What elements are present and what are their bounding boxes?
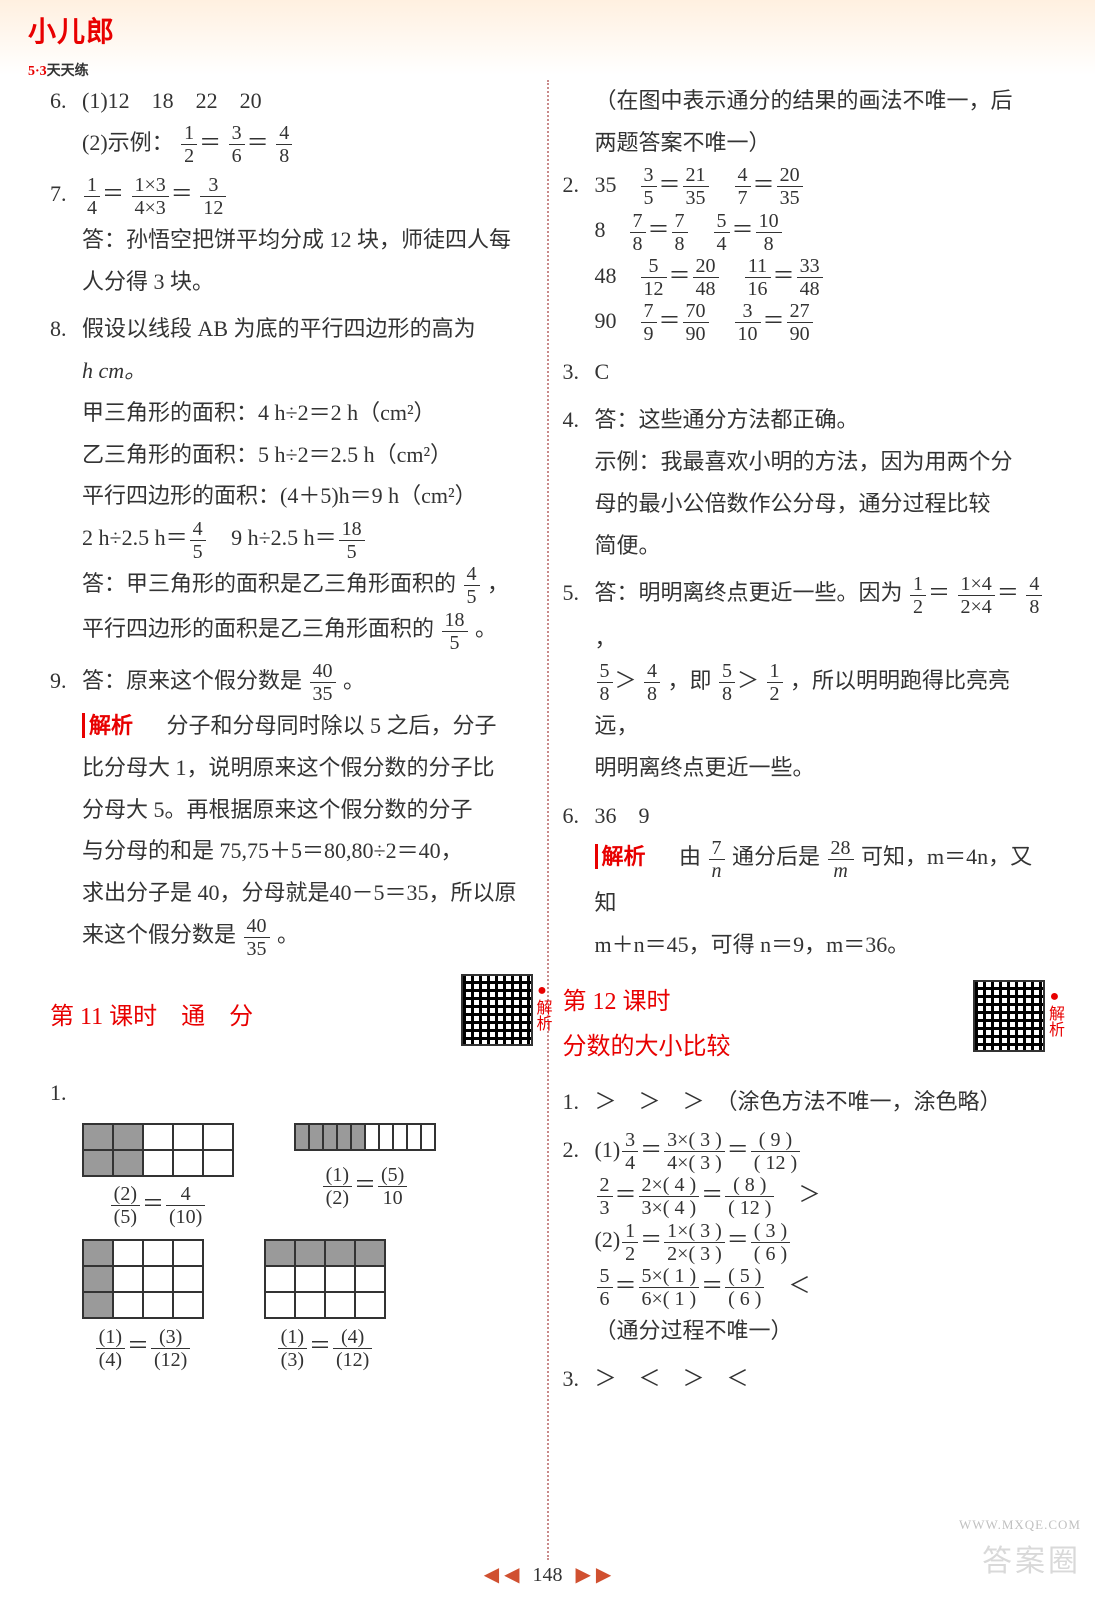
left-q1: 1. bbox=[50, 1072, 533, 1114]
r2-q1: 1. ＞ ＞ ＞ （涂色方法不唯一，涂色略） bbox=[563, 1081, 1046, 1123]
analysis-label: 解析 bbox=[82, 713, 133, 738]
q7: 7. 14＝ 1×34×3＝ 312 答：孙悟空把饼平均分成 12 块，师徒四人… bbox=[50, 173, 533, 302]
r-q3: 3. C bbox=[563, 351, 1046, 393]
q6: 6. (1)12 18 22 20 (2)示例： 12＝ 36＝ 48 bbox=[50, 80, 533, 167]
watermark: 答案圈 bbox=[982, 1533, 1081, 1590]
r-q6: 6. 36 9 解析 由 7n 通分后是 28m 可知，m＝4n，又知 m＋n＝… bbox=[563, 795, 1046, 966]
left-column: 6. (1)12 18 22 20 (2)示例： 12＝ 36＝ 48 7. 1… bbox=[36, 80, 547, 1560]
r-q5: 5. 答：明明离终点更近一些。因为 12＝ 1×42×4＝ 48 ， 58＞ 4… bbox=[563, 572, 1046, 788]
right-column: （在图中表示通分的结果的画法不唯一，后 两题答案不唯一） 2. 35 35＝21… bbox=[549, 80, 1060, 1560]
page-header: 小儿郎 5·3天天练 bbox=[0, 0, 1095, 75]
r-q4: 4. 答：这些通分方法都正确。 示例：我最喜欢小明的方法，因为用两个分 母的最小… bbox=[563, 399, 1046, 566]
qr-icon bbox=[973, 980, 1045, 1052]
logo-main: 小儿郎 bbox=[28, 6, 115, 59]
r-q2: 2. 35 35＝2135 47＝20358 78＝78 54＝10848 51… bbox=[563, 164, 1046, 346]
grid-figures: (2)(5)＝4(10)(1)(2)＝(5)10(1)(4)＝(3)(12)(1… bbox=[50, 1122, 533, 1371]
q9: 9. 答：原来这个假分数是 4035 。 解析 分子和分母同时除以 5 之后，分… bbox=[50, 660, 533, 960]
section-11-title: 第 11 课时 通 分 ●解析 bbox=[50, 974, 533, 1063]
r2-q3: 3. ＞ ＜ ＞ ＜ bbox=[563, 1358, 1046, 1400]
content-area: 6. (1)12 18 22 20 (2)示例： 12＝ 36＝ 48 7. 1… bbox=[0, 80, 1095, 1560]
r2-q2: 2. (1)34＝3×( 3 )4×( 3 )＝( 9 )( 12 )23＝2×… bbox=[563, 1129, 1046, 1353]
qr-icon bbox=[461, 974, 533, 1046]
q8: 8. 假设以线段 AB 为底的平行四边形的高为 h cm。 甲三角形的面积：4 … bbox=[50, 308, 533, 653]
section-12-title: 第 12 课时 分数的大小比较 ●解析 bbox=[563, 980, 1046, 1071]
page-footer: ◀ ◀ 148 ▶ ▶ bbox=[0, 1556, 1095, 1594]
logo: 小儿郎 bbox=[28, 6, 1067, 59]
